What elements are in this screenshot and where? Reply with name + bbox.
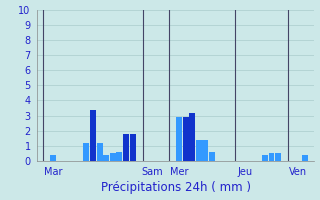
Bar bbox=[90, 110, 96, 161]
Bar bbox=[183, 117, 188, 161]
Bar bbox=[209, 152, 215, 161]
Bar bbox=[196, 140, 202, 161]
Bar bbox=[110, 153, 116, 161]
Bar bbox=[130, 134, 136, 161]
Bar bbox=[176, 117, 182, 161]
Bar bbox=[123, 134, 129, 161]
Bar bbox=[189, 113, 195, 161]
Bar bbox=[268, 153, 275, 161]
Bar bbox=[116, 152, 123, 161]
Bar bbox=[51, 155, 56, 161]
Bar bbox=[301, 155, 308, 161]
Bar bbox=[203, 140, 208, 161]
Bar bbox=[84, 143, 89, 161]
Bar bbox=[262, 155, 268, 161]
X-axis label: Précipitations 24h ( mm ): Précipitations 24h ( mm ) bbox=[101, 181, 251, 194]
Bar bbox=[97, 143, 103, 161]
Bar bbox=[275, 153, 281, 161]
Bar bbox=[103, 155, 109, 161]
